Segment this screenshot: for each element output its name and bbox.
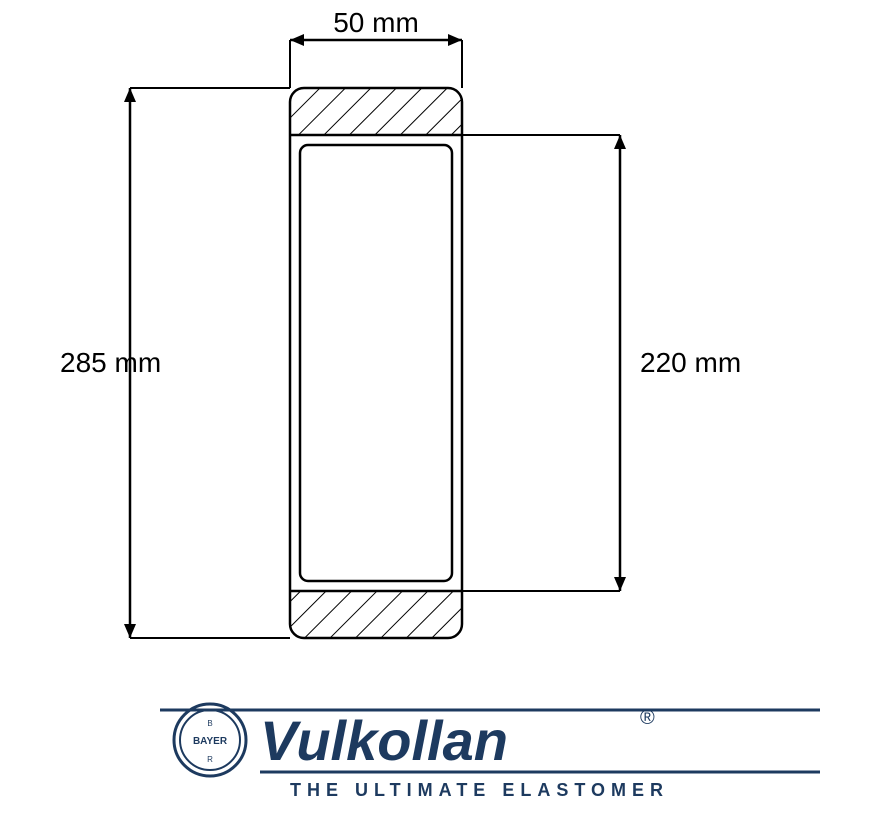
dim-inner: 220 mm	[462, 135, 741, 591]
hatch-top	[290, 88, 462, 135]
dim-outer: 285 mm	[60, 88, 290, 638]
wheel-section	[290, 88, 462, 638]
hatch-bottom	[290, 591, 462, 638]
brand-reg: ®	[640, 707, 655, 729]
bayer-badge: BAYER B R	[174, 704, 246, 776]
svg-text:B: B	[207, 719, 212, 728]
dim-outer-label: 285 mm	[60, 347, 161, 378]
brand-name: Vulkollan	[260, 709, 508, 772]
dim-width: 50 mm	[290, 7, 462, 88]
inner-bore	[300, 145, 452, 581]
dim-inner-label: 220 mm	[640, 347, 741, 378]
brand-block: BAYER B R Vulkollan ® THE ULTIMATE ELAST…	[160, 704, 820, 800]
dim-width-label: 50 mm	[333, 7, 419, 38]
brand-tagline: THE ULTIMATE ELASTOMER	[290, 780, 669, 800]
outer-profile	[290, 88, 462, 638]
svg-text:R: R	[207, 755, 213, 764]
svg-text:BAYER: BAYER	[193, 736, 228, 747]
